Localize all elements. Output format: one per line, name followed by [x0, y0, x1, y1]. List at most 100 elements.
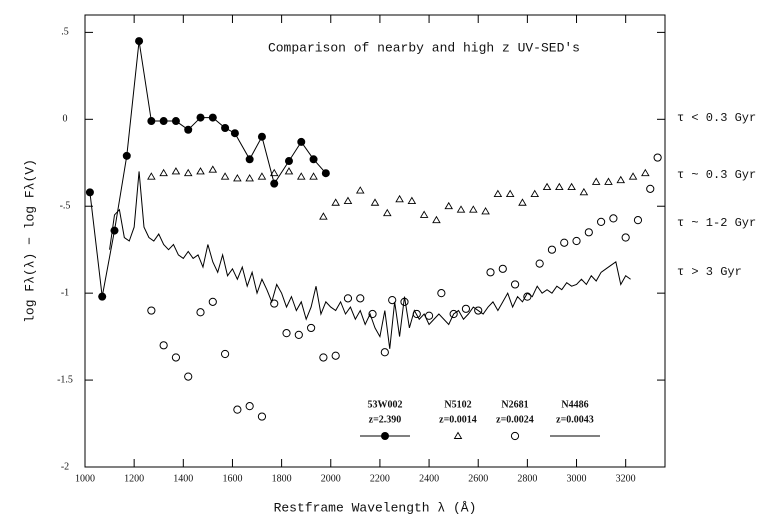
data-point: [270, 299, 279, 308]
data-point: [628, 172, 638, 180]
data-point: [449, 309, 458, 319]
data-point: [245, 174, 254, 182]
data-point: [257, 172, 267, 180]
legend-name: N5102: [444, 399, 471, 410]
data-point: [609, 214, 618, 223]
data-point: [419, 210, 429, 218]
data-point: [307, 323, 316, 333]
data-point: [196, 167, 205, 175]
data-point: [122, 151, 131, 160]
chart-title: Comparison of nearby and high z UV-SED's: [268, 40, 580, 55]
data-point: [597, 217, 606, 226]
data-point: [395, 194, 404, 203]
data-point: [319, 212, 328, 220]
legend-marker: [510, 431, 520, 441]
data-point: [98, 292, 107, 301]
x-tick-label: 1400: [173, 473, 193, 484]
y-tick-label: -2: [61, 461, 69, 472]
data-point: [456, 205, 466, 213]
data-point: [356, 294, 365, 303]
y-tick-label: -1: [61, 287, 69, 298]
y-tick-label: -1.5: [57, 374, 73, 385]
data-point: [221, 124, 230, 132]
data-point: [567, 182, 576, 191]
data-point: [535, 259, 544, 268]
data-point: [233, 405, 242, 414]
data-point: [147, 306, 156, 315]
data-point: [147, 117, 156, 126]
legend-redshift: z=0.0014: [439, 414, 477, 425]
data-point: [296, 172, 306, 180]
x-tick-label: 1600: [222, 473, 242, 484]
data-point: [171, 117, 180, 126]
data-point: [135, 37, 144, 46]
data-point: [591, 177, 601, 185]
data-point: [208, 165, 218, 173]
data-point: [343, 294, 353, 303]
data-point: [355, 186, 365, 194]
data-point: [319, 353, 328, 362]
data-point: [220, 172, 230, 180]
data-point: [270, 179, 279, 188]
data-point: [604, 177, 613, 185]
data-point: [505, 189, 515, 198]
data-point: [284, 167, 294, 175]
x-tick-label: 2800: [517, 473, 537, 484]
data-point: [633, 216, 643, 225]
data-point: [257, 412, 267, 421]
data-point: [257, 132, 266, 141]
data-point: [245, 402, 254, 411]
data-point: [437, 289, 446, 298]
data-point: [579, 187, 589, 196]
data-point: [171, 167, 181, 175]
data-point: [498, 264, 507, 273]
annotation: τ ~ 0.3 Gyr: [677, 168, 756, 182]
legend-name: N4486: [561, 399, 588, 410]
data-point: [383, 208, 392, 217]
data-point: [196, 308, 205, 317]
data-point: [171, 353, 181, 362]
data-point: [530, 189, 540, 198]
data-point: [269, 168, 279, 177]
data-point: [297, 137, 306, 146]
x-tick-label: 1200: [124, 473, 144, 484]
y-tick-label: -.5: [60, 201, 71, 212]
data-point: [159, 168, 168, 177]
data-point: [230, 129, 239, 138]
series-line: [109, 171, 631, 349]
x-tick-label: 2600: [468, 473, 488, 484]
data-point: [380, 348, 389, 357]
x-tick-label: 3000: [567, 473, 587, 484]
plot-frame: [84, 14, 666, 468]
annotation: τ < 0.3 Gyr: [677, 111, 756, 125]
data-point: [432, 215, 441, 224]
data-point: [368, 309, 377, 319]
data-point: [220, 349, 230, 359]
data-point: [641, 168, 650, 177]
data-point: [542, 182, 552, 191]
data-point: [233, 174, 242, 182]
data-point: [616, 175, 626, 184]
data-point: [555, 182, 564, 191]
data-point: [309, 172, 318, 180]
x-tick-label: 3200: [616, 473, 636, 484]
data-point: [343, 196, 353, 204]
data-point: [646, 184, 655, 193]
x-tick-label: 1000: [75, 473, 95, 484]
data-point: [486, 268, 495, 277]
data-point: [407, 196, 417, 204]
legend-name: N2681: [501, 399, 528, 410]
legend-redshift: z=0.0024: [496, 414, 534, 425]
data-point: [444, 201, 454, 210]
data-point: [584, 228, 593, 237]
data-point: [547, 245, 557, 254]
y-axis-label: log Fλ(λ) − log Fλ(V): [22, 159, 37, 323]
data-point: [282, 329, 291, 338]
data-point: [331, 198, 340, 206]
annotation: τ > 3 Gyr: [677, 265, 742, 279]
data-point: [208, 297, 217, 306]
x-axis-label: Restframe Wavelength λ (Å): [274, 500, 477, 515]
data-point: [572, 236, 581, 246]
data-point: [493, 189, 503, 198]
